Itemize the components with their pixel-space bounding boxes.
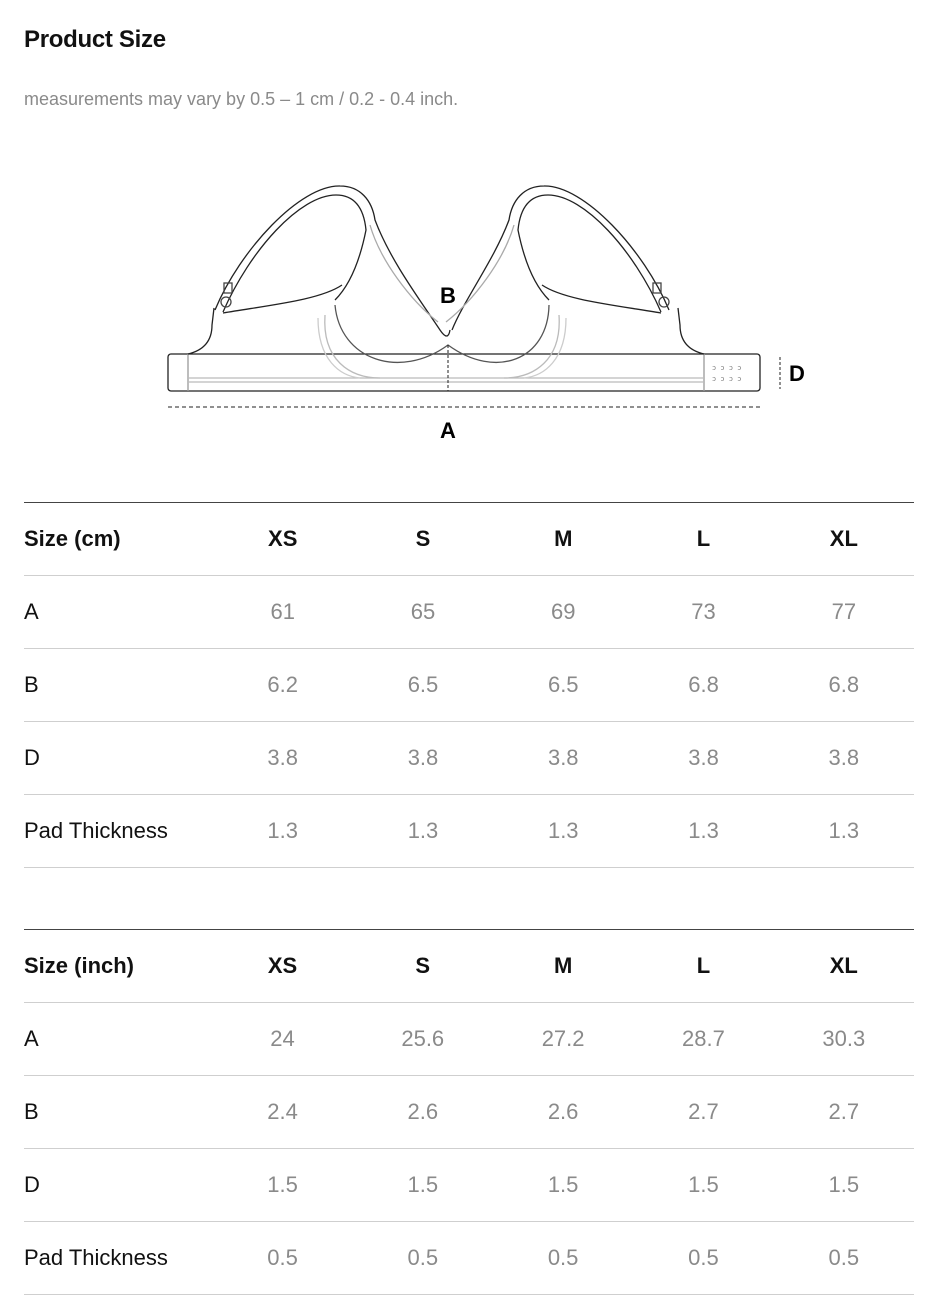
cell-value: 27.2 <box>492 1002 634 1076</box>
table-header-row: Size (cm) XS S M L XL <box>24 502 914 576</box>
cell-value: 6.8 <box>773 648 914 722</box>
cell-value: 2.4 <box>212 1075 353 1149</box>
size-s: S <box>352 502 494 576</box>
size-l: L <box>633 929 774 1003</box>
row-label: B <box>24 1075 213 1149</box>
cell-value: 25.6 <box>352 1002 493 1076</box>
cell-value: 1.3 <box>212 794 353 868</box>
cell-value: 1.5 <box>352 1148 493 1222</box>
table-row: D 1.5 1.5 1.5 1.5 1.5 <box>24 1148 914 1222</box>
size-l: L <box>633 502 774 576</box>
cell-value: 1.5 <box>773 1148 914 1222</box>
cell-value: 1.3 <box>633 794 774 868</box>
cell-value: 6.8 <box>633 648 774 722</box>
cell-value: 3.8 <box>352 721 494 795</box>
table-row: Pad Thickness 0.5 0.5 0.5 0.5 0.5 <box>24 1221 914 1295</box>
cell-value: 0.5 <box>212 1221 353 1295</box>
table-header-row: Size (inch) XS S M L XL <box>24 929 914 1003</box>
svg-text:ͻ ͻ ͻ ͻ: ͻ ͻ ͻ ͻ <box>712 375 742 383</box>
cell-value: 2.6 <box>352 1075 493 1149</box>
size-xs: XS <box>212 929 353 1003</box>
cell-value: 73 <box>633 575 774 649</box>
band <box>167 353 761 392</box>
size-m: M <box>493 502 634 576</box>
cell-value: 2.7 <box>773 1075 914 1149</box>
cell-value: 3.8 <box>773 721 914 795</box>
cell-value: 1.5 <box>492 1148 634 1222</box>
cell-value: 61 <box>212 575 353 649</box>
cell-value: 6.5 <box>352 648 494 722</box>
row-label: D <box>24 1148 213 1222</box>
table-row: A 24 25.6 27.2 28.7 30.3 <box>24 1002 914 1076</box>
hook-eyes: ͻ ͻ ͻ ͻ ͻ ͻ ͻ ͻ <box>712 364 742 383</box>
table-row: A 61 65 69 73 77 <box>24 575 914 649</box>
cell-value: 2.7 <box>633 1075 774 1149</box>
label-b: B <box>440 283 456 308</box>
label-a: A <box>440 418 456 443</box>
cell-value: 65 <box>352 575 494 649</box>
header-label: Size (inch) <box>24 929 213 1003</box>
bra-measurement-diagram: ͻ ͻ ͻ ͻ ͻ ͻ ͻ ͻ B A D <box>167 185 805 443</box>
left-strap <box>214 185 451 337</box>
header-label: Size (cm) <box>24 502 213 576</box>
cell-value: 1.5 <box>212 1148 353 1222</box>
table-row: B 6.2 6.5 6.5 6.8 6.8 <box>24 648 914 722</box>
svg-text:ͻ ͻ ͻ ͻ: ͻ ͻ ͻ ͻ <box>712 364 742 372</box>
cell-value: 0.5 <box>352 1221 493 1295</box>
cell-value: 2.6 <box>492 1075 634 1149</box>
row-label: Pad Thickness <box>24 1221 213 1295</box>
size-table-cm: Size (cm) XS S M L XL A 61 65 69 73 77 B 6.2 6.5… <box>24 502 914 868</box>
cell-value: 69 <box>493 575 634 649</box>
cell-value: 1.3 <box>773 794 914 868</box>
cell-value: 1.5 <box>633 1148 774 1222</box>
cell-value: 28.7 <box>633 1002 774 1076</box>
label-d: D <box>789 361 805 386</box>
size-xl: XL <box>773 929 914 1003</box>
size-xl: XL <box>773 502 914 576</box>
table-row: D 3.8 3.8 3.8 3.8 3.8 <box>24 721 914 795</box>
size-xs: XS <box>212 502 353 576</box>
cell-value: 3.8 <box>493 721 634 795</box>
size-m: M <box>492 929 634 1003</box>
row-label: B <box>24 648 213 722</box>
cell-value: 3.8 <box>212 721 353 795</box>
cell-value: 6.2 <box>212 648 353 722</box>
cell-value: 1.3 <box>352 794 494 868</box>
page-title: Product Size <box>24 26 166 53</box>
cell-value: 0.5 <box>492 1221 634 1295</box>
cell-value: 1.3 <box>493 794 634 868</box>
row-label: D <box>24 721 213 795</box>
table-row: B 2.4 2.6 2.6 2.7 2.7 <box>24 1075 914 1149</box>
table-row: Pad Thickness 1.3 1.3 1.3 1.3 1.3 <box>24 794 914 868</box>
row-label: Pad Thickness <box>24 794 213 868</box>
row-label: A <box>24 575 213 649</box>
cell-value: 0.5 <box>633 1221 774 1295</box>
cell-value: 3.8 <box>633 721 774 795</box>
size-s: S <box>352 929 493 1003</box>
measurement-note: measurements may vary by 0.5 – 1 cm / 0.… <box>24 89 459 109</box>
row-label: A <box>24 1002 213 1076</box>
cell-value: 30.3 <box>773 1002 914 1076</box>
size-table-inch: Size (inch) XS S M L XL A 24 25.6 27.2 28.7 3… <box>24 929 914 1295</box>
right-strap <box>451 185 670 331</box>
cell-value: 6.5 <box>493 648 634 722</box>
cell-value: 77 <box>773 575 914 649</box>
cell-value: 0.5 <box>773 1221 914 1295</box>
cell-value: 24 <box>212 1002 353 1076</box>
